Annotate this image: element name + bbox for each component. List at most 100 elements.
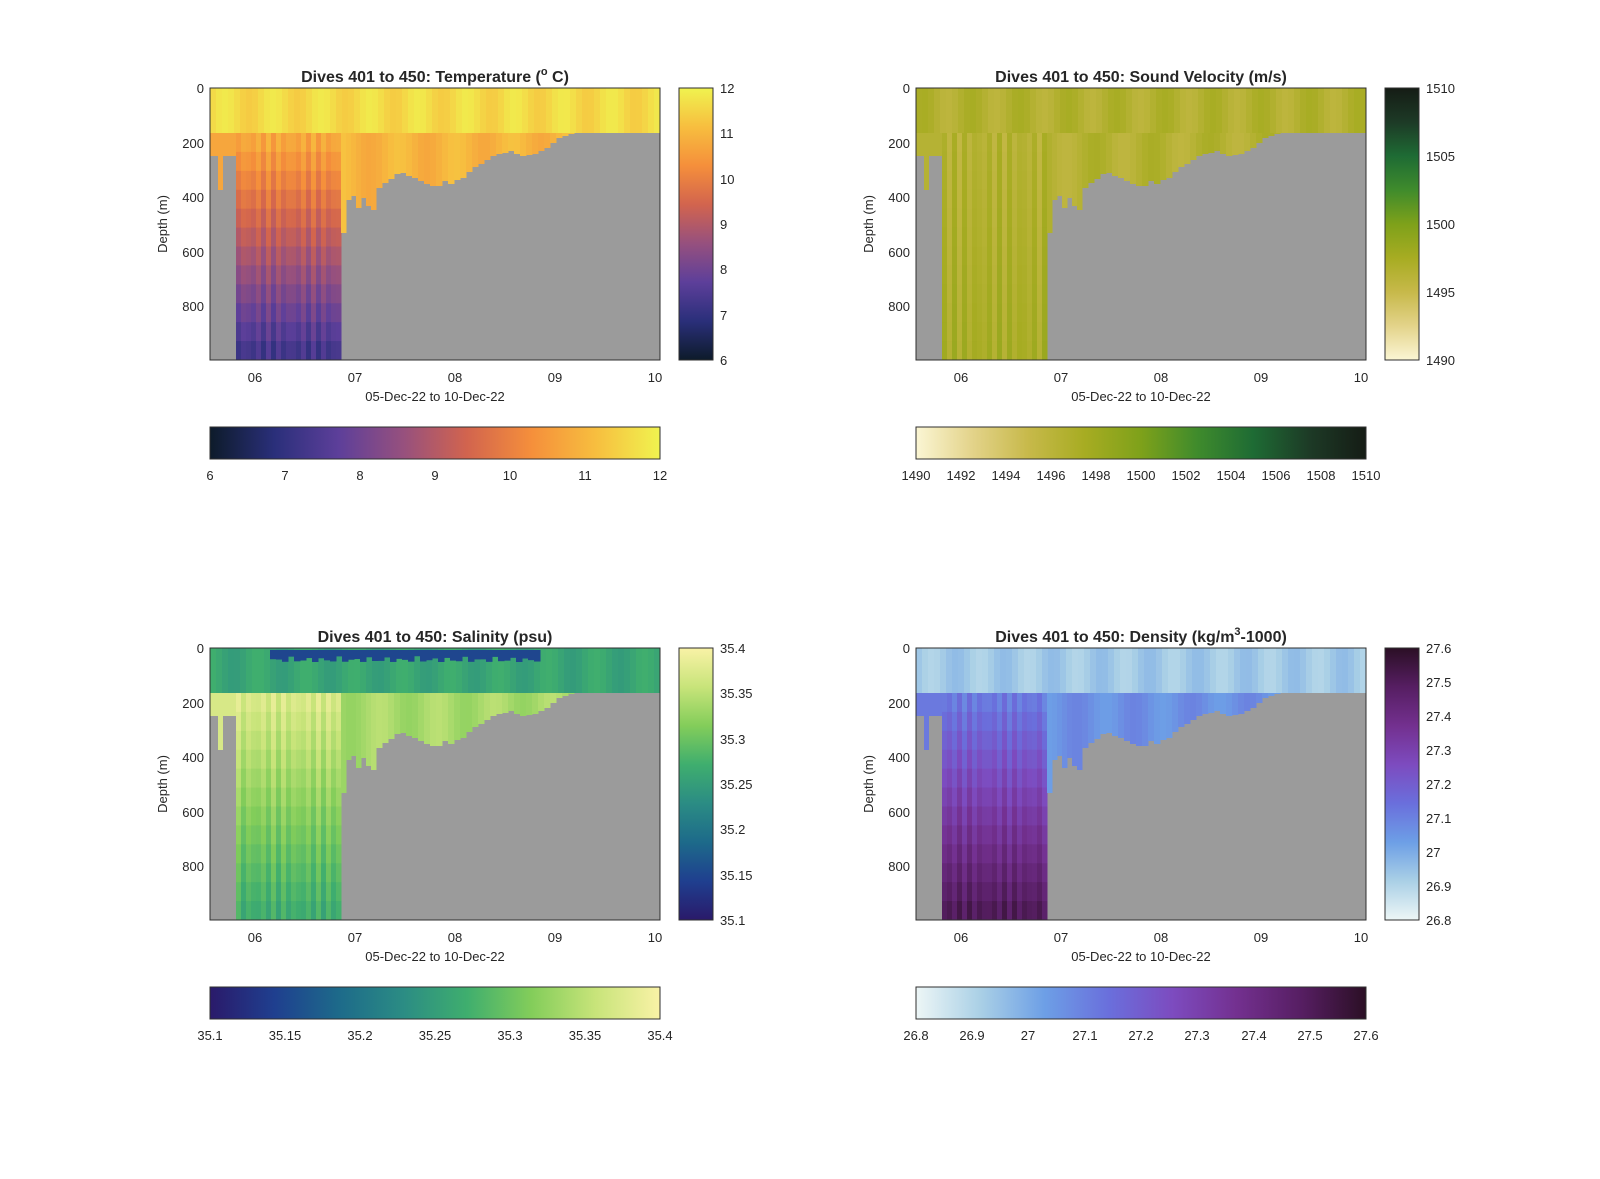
x-tick-label: 10 bbox=[1354, 370, 1368, 385]
profile-cell bbox=[286, 863, 292, 883]
profile-cell bbox=[261, 189, 267, 210]
profile-cell bbox=[997, 208, 1003, 229]
surface-cell bbox=[1066, 88, 1073, 133]
y-axis: 0 200 400 600 800 bbox=[888, 81, 910, 314]
surface-cell bbox=[612, 648, 619, 693]
profile-cell bbox=[1027, 844, 1033, 864]
profile-cell bbox=[366, 693, 372, 766]
surface-cell bbox=[1312, 648, 1319, 693]
profile-cell bbox=[306, 322, 312, 342]
profile-cell bbox=[947, 711, 953, 732]
profile-cell bbox=[1017, 341, 1023, 361]
surface-cell bbox=[916, 88, 923, 133]
surface-cell bbox=[576, 648, 583, 693]
profile-cell bbox=[326, 151, 332, 172]
profile-cell bbox=[472, 693, 479, 727]
profile-cell bbox=[962, 303, 968, 323]
profile-cell bbox=[271, 730, 277, 751]
surface-cell bbox=[486, 88, 493, 133]
profile-cell bbox=[1032, 133, 1038, 153]
profile-cell bbox=[251, 303, 257, 323]
profile-cell bbox=[1022, 844, 1028, 864]
profile-cell bbox=[296, 730, 302, 751]
profile-cell bbox=[281, 693, 287, 713]
profile-cell bbox=[1032, 806, 1038, 826]
profile-cell bbox=[982, 265, 988, 285]
profile-cell bbox=[316, 133, 322, 153]
profile-cell bbox=[326, 303, 332, 323]
profile-cell bbox=[271, 693, 277, 713]
low-salinity-cell bbox=[294, 650, 301, 662]
surface-cell bbox=[510, 88, 517, 133]
surface-cell bbox=[1252, 88, 1259, 133]
profile-cell bbox=[952, 693, 958, 713]
surface-cell bbox=[420, 648, 427, 693]
profile-cell bbox=[430, 133, 437, 186]
profile-cell bbox=[1027, 749, 1033, 770]
profile-cell bbox=[1017, 227, 1023, 247]
profile-cell bbox=[1012, 711, 1018, 732]
profile-cell bbox=[942, 863, 948, 883]
profile-cell bbox=[1032, 787, 1038, 807]
surface-cell bbox=[1204, 648, 1211, 693]
profile-cell bbox=[977, 825, 983, 845]
surface-cell bbox=[300, 648, 307, 693]
profile-cell bbox=[1037, 284, 1043, 304]
surface-cell bbox=[348, 88, 355, 133]
surface-cell bbox=[1078, 88, 1085, 133]
profile-cell bbox=[1037, 787, 1043, 807]
profile-cell bbox=[241, 170, 247, 191]
colorbar-tick-label: 27.5 bbox=[1297, 1028, 1322, 1043]
profile-cell bbox=[281, 749, 287, 770]
surface-cell bbox=[1054, 648, 1061, 693]
profile-cell bbox=[962, 844, 968, 864]
profile-cell bbox=[1196, 693, 1203, 716]
surface-cell bbox=[1282, 88, 1289, 133]
profile-cell bbox=[382, 133, 389, 183]
surface-cell bbox=[946, 648, 953, 693]
profile-cell bbox=[977, 208, 983, 229]
profile-cell bbox=[1017, 170, 1023, 191]
surface-cell bbox=[1288, 88, 1295, 133]
profile-cell bbox=[311, 246, 317, 266]
profile-cell bbox=[982, 170, 988, 191]
profile-cell bbox=[997, 246, 1003, 266]
colorbar-tick-label: 27.6 bbox=[1426, 641, 1451, 656]
profile-cell bbox=[1012, 844, 1018, 864]
profile-cell bbox=[957, 863, 963, 883]
profile-cell bbox=[972, 806, 978, 826]
surface-cell bbox=[1174, 648, 1181, 693]
profile-cell bbox=[1032, 151, 1038, 172]
profile-cell bbox=[982, 284, 988, 304]
profile-cell bbox=[306, 227, 312, 247]
profile-cell bbox=[947, 693, 953, 713]
profile-cell bbox=[326, 844, 332, 864]
profile-cell bbox=[1244, 693, 1251, 711]
profile-cell bbox=[241, 303, 247, 323]
low-salinity-cell bbox=[426, 650, 433, 661]
profile-cell bbox=[266, 151, 272, 172]
surface-cell bbox=[1126, 88, 1133, 133]
surface-cell bbox=[366, 88, 373, 133]
profile-cell bbox=[538, 133, 545, 151]
profile-cell bbox=[266, 284, 272, 304]
profile-cell bbox=[331, 151, 337, 172]
surface-cell bbox=[234, 88, 241, 133]
profile-cell bbox=[977, 749, 983, 770]
surface-cell bbox=[1030, 648, 1037, 693]
profile-cell bbox=[526, 693, 533, 715]
profile-cell bbox=[1274, 693, 1281, 694]
profile-cell bbox=[286, 787, 292, 807]
profile-cell bbox=[1027, 711, 1033, 732]
surface-cell bbox=[402, 648, 409, 693]
profile-cell bbox=[982, 901, 988, 921]
colorbar-tick-label: 27.1 bbox=[1426, 811, 1451, 826]
surface-cell bbox=[444, 88, 451, 133]
profile-cell bbox=[266, 170, 272, 191]
profile-cell bbox=[962, 284, 968, 304]
low-salinity-cell bbox=[330, 650, 337, 662]
profile-cell bbox=[256, 730, 262, 751]
profile-cell bbox=[261, 844, 267, 864]
profile-cell bbox=[306, 768, 312, 789]
profile-cell bbox=[1077, 133, 1083, 210]
